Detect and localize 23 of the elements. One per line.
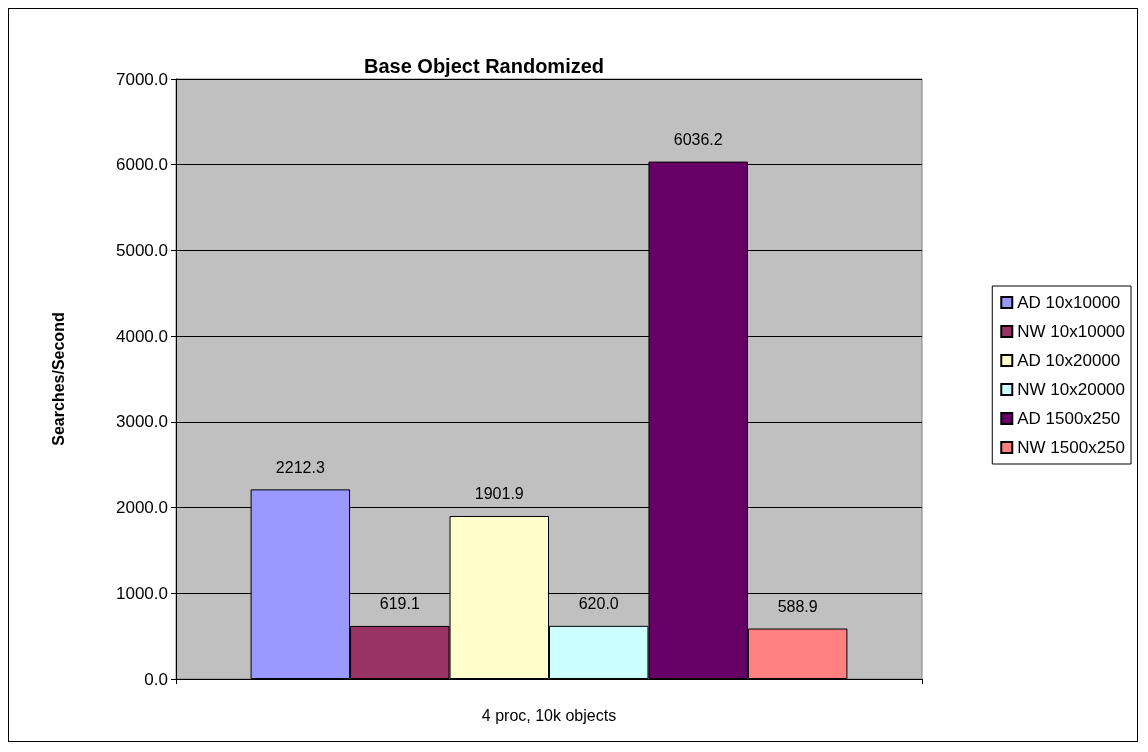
x-axis-title: 4 proc, 10k objects (481, 706, 617, 724)
y-tick-label: 7000.0 (116, 69, 168, 89)
y-tick-label: 3000.0 (116, 412, 168, 432)
legend-label: NW 1500x250 (1017, 438, 1126, 457)
y-tick-label: 2000.0 (116, 498, 168, 518)
y-tick-label: 0.0 (144, 669, 168, 689)
data-label: 2212.3 (275, 458, 325, 476)
legend-label: AD 10x10000 (1017, 293, 1121, 312)
y-axis-title: Searches/Second (49, 312, 67, 446)
data-label: 619.1 (379, 595, 420, 613)
legend-label: AD 10x20000 (1017, 351, 1121, 370)
y-tick-label: 5000.0 (116, 240, 168, 260)
y-tick-label: 6000.0 (116, 155, 168, 175)
data-label: 620.0 (578, 595, 619, 613)
data-label: 1901.9 (474, 485, 524, 503)
chart-title: Base Object Randomized (363, 55, 605, 77)
data-label: 588.9 (777, 598, 818, 616)
legend-label: NW 10x10000 (1017, 322, 1126, 341)
legend-label: AD 1500x250 (1017, 409, 1121, 428)
y-tick-label: 4000.0 (116, 326, 168, 346)
legend-label: NW 10x20000 (1017, 380, 1126, 399)
data-label: 6036.2 (673, 131, 723, 149)
y-tick-label: 1000.0 (116, 583, 168, 603)
